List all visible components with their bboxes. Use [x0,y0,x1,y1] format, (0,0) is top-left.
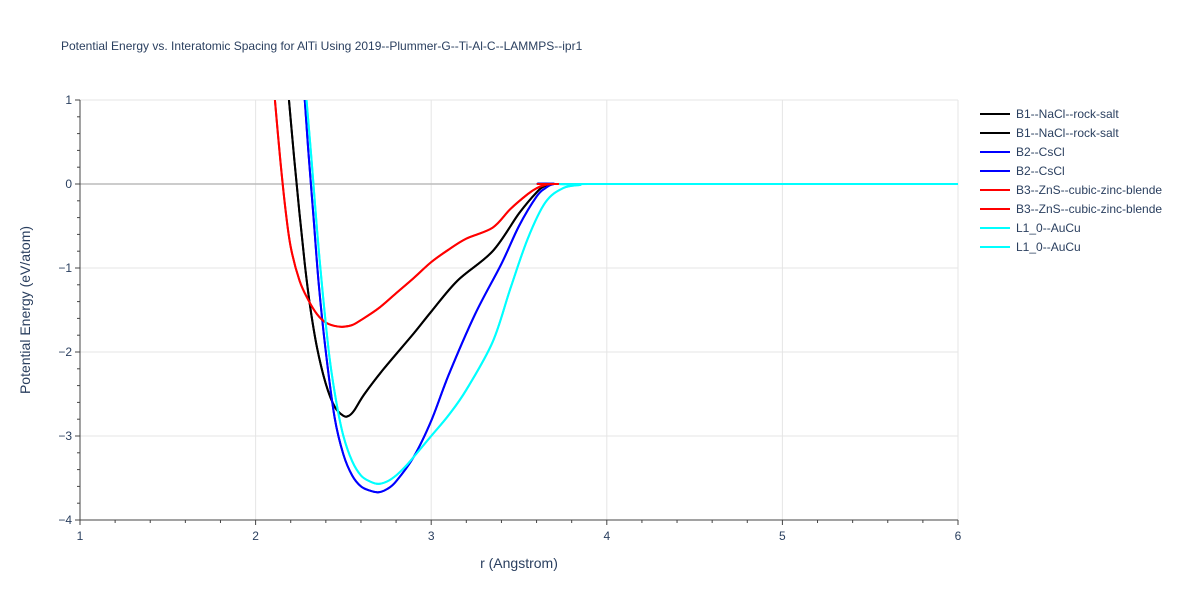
legend-item[interactable]: L1_0--AuCu [980,240,1081,254]
legend-label: B3--ZnS--cubic-zinc-blende [1016,202,1162,216]
chart-title: Potential Energy vs. Interatomic Spacing… [61,39,583,53]
x-tick-label: 3 [428,529,435,543]
grid [80,99,959,520]
legend-label: B2--CsCl [1016,145,1065,159]
x-tick-label: 6 [955,529,962,543]
series-line-3 [303,100,958,494]
legend-label: B1--NaCl--rock-salt [1016,107,1119,121]
legend-item[interactable]: B2--CsCl [980,164,1065,178]
x-tick-label: 5 [779,529,786,543]
y-tick-label: −3 [58,429,72,443]
legend-label: B3--ZnS--cubic-zinc-blende [1016,183,1162,197]
series-line-7 [305,100,958,485]
x-tick-label: 1 [77,529,84,543]
y-axis-title: Potential Energy (eV/atom) [17,226,33,394]
x-tick-label: 2 [252,529,259,543]
series-line-0 [287,100,958,418]
legend-label: B2--CsCl [1016,164,1065,178]
legend-label: L1_0--AuCu [1016,221,1081,235]
legend-item[interactable]: B3--ZnS--cubic-zinc-blende [980,183,1162,197]
series-line-4 [273,100,958,328]
legend-item[interactable]: B1--NaCl--rock-salt [980,126,1119,140]
series-line-2 [303,100,958,494]
legend-item[interactable]: B1--NaCl--rock-salt [980,107,1119,121]
series-line-5 [273,100,958,328]
y-tick-label: −1 [58,261,72,275]
y-tick-label: −4 [58,513,72,527]
legend-item[interactable]: B3--ZnS--cubic-zinc-blende [980,202,1162,216]
legend-label: L1_0--AuCu [1016,240,1081,254]
x-axis-title: r (Angstrom) [480,555,558,571]
series-layer [273,100,958,494]
y-tick-label: 1 [65,93,72,107]
axes: 1 2 3 4 5 6 −4 −3 −2 −1 0 1 [58,93,961,543]
x-tick-label: 4 [603,529,610,543]
series-line-1 [287,100,958,418]
y-tick-label: 0 [65,177,72,191]
legend[interactable]: B1--NaCl--rock-salt B1--NaCl--rock-salt B2… [980,107,1162,254]
y-tick-label: −2 [58,345,72,359]
legend-label: B1--NaCl--rock-salt [1016,126,1119,140]
legend-item[interactable]: L1_0--AuCu [980,221,1081,235]
legend-item[interactable]: B2--CsCl [980,145,1065,159]
series-line-6 [305,100,958,485]
